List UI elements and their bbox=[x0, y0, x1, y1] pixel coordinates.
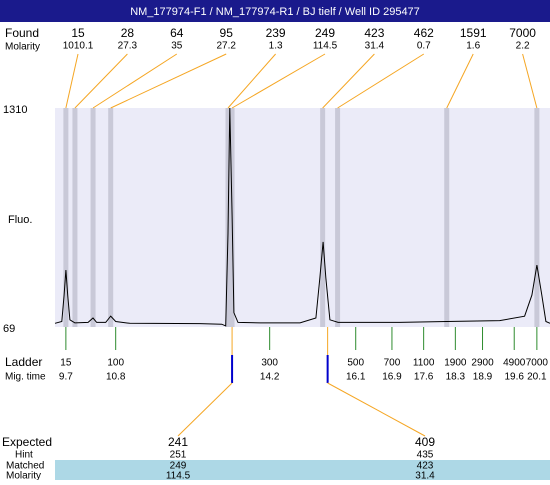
found-molarity: 31.4 bbox=[365, 41, 385, 52]
peak-connector bbox=[322, 53, 375, 109]
expected-value: 409 bbox=[415, 435, 435, 449]
peak-band bbox=[108, 108, 114, 327]
found-molarity: 27.2 bbox=[216, 41, 236, 52]
ladder-time: 18.9 bbox=[473, 372, 493, 383]
found-molarity: 27.3 bbox=[118, 41, 138, 52]
expected-label: Expected bbox=[2, 435, 52, 449]
found-size: 95 bbox=[220, 26, 234, 40]
y-tick-label: 1310 bbox=[3, 104, 27, 116]
peak-connector bbox=[337, 53, 425, 109]
expected-connector bbox=[177, 382, 233, 437]
peak-connector bbox=[65, 53, 79, 109]
found-molarity: 114.5 bbox=[313, 41, 338, 52]
matched-value: 249 bbox=[170, 461, 187, 472]
found-size: 462 bbox=[414, 26, 434, 40]
plot-area bbox=[55, 108, 550, 327]
ladder-time: 16.1 bbox=[346, 372, 366, 383]
peak-connector bbox=[522, 53, 538, 109]
ladder-size: 15 bbox=[60, 358, 72, 369]
found-size: 28 bbox=[121, 26, 135, 40]
found-size: 423 bbox=[364, 26, 384, 40]
y-tick-label: 69 bbox=[3, 323, 15, 335]
ladder-time: 19.6 bbox=[504, 372, 524, 383]
ladder-time: 14.2 bbox=[260, 372, 280, 383]
found-molarity: 35 bbox=[171, 41, 183, 52]
peak-band bbox=[444, 108, 450, 327]
peak-band bbox=[320, 108, 326, 327]
matched-label: Matched bbox=[6, 461, 44, 472]
expected-value: 241 bbox=[168, 435, 188, 449]
expected-molarity: 114.5 bbox=[166, 471, 191, 480]
peak-connector bbox=[231, 53, 326, 109]
ladder-label: Ladder bbox=[5, 355, 42, 369]
matched-value: 423 bbox=[417, 461, 434, 472]
peak-band bbox=[63, 108, 69, 327]
ladder-size: 1100 bbox=[413, 358, 435, 369]
header-title: NM_177974-F1 / NM_177974-R1 / BJ tielf /… bbox=[130, 6, 420, 18]
peak-connector bbox=[446, 53, 474, 109]
peak-band bbox=[90, 108, 96, 327]
ladder-size: 1900 bbox=[444, 358, 467, 369]
ladder-size: 300 bbox=[261, 358, 278, 369]
peak-connector bbox=[74, 53, 128, 109]
matched-highlight bbox=[55, 460, 550, 480]
found-molarity: 2.2 bbox=[516, 41, 530, 52]
trace bbox=[54, 107, 550, 327]
peak-connector bbox=[92, 53, 178, 109]
y-axis-label: Fluo. bbox=[8, 214, 32, 226]
ladder-time: 10.8 bbox=[106, 372, 126, 383]
expected-molarity: 31.4 bbox=[415, 471, 435, 480]
ladder-size: 7000 bbox=[526, 358, 549, 369]
ladder-size: 2900 bbox=[471, 358, 494, 369]
found-molarity: 1.6 bbox=[466, 41, 480, 52]
found-size: 7000 bbox=[509, 26, 536, 40]
ladder-size: 4900 bbox=[503, 358, 526, 369]
hint-value: 435 bbox=[417, 450, 434, 461]
ladder-time: 20.1 bbox=[527, 372, 547, 383]
hint-label: Hint bbox=[15, 450, 33, 461]
found-molarity: 0.7 bbox=[417, 41, 431, 52]
expected-molarity-label: Molarity bbox=[6, 471, 41, 480]
ladder-size: 700 bbox=[384, 358, 401, 369]
found-molarity: 1010.1 bbox=[63, 41, 94, 52]
header-bar bbox=[0, 0, 550, 22]
ladder-time: 16.9 bbox=[382, 372, 402, 383]
ladder-time: 18.3 bbox=[446, 372, 466, 383]
found-size: 239 bbox=[266, 26, 286, 40]
found-size: 1591 bbox=[460, 26, 487, 40]
found-size: 249 bbox=[315, 26, 335, 40]
peak-connector bbox=[227, 53, 276, 109]
molarity-label: Molarity bbox=[5, 42, 40, 53]
ladder-time: 17.6 bbox=[414, 372, 434, 383]
peak-band bbox=[534, 108, 540, 327]
found-size: 64 bbox=[170, 26, 184, 40]
found-label: Found bbox=[5, 26, 39, 40]
peak-band bbox=[72, 108, 78, 327]
found-size: 15 bbox=[71, 26, 85, 40]
mig-time-label: Mig. time bbox=[5, 372, 46, 383]
ladder-time: 9.7 bbox=[59, 372, 73, 383]
peak-band bbox=[335, 108, 341, 327]
ladder-size: 500 bbox=[347, 358, 364, 369]
peak-connector bbox=[110, 53, 227, 109]
ladder-size: 100 bbox=[107, 358, 124, 369]
found-molarity: 1.3 bbox=[269, 41, 283, 52]
expected-connector bbox=[327, 382, 426, 437]
hint-value: 251 bbox=[170, 450, 187, 461]
